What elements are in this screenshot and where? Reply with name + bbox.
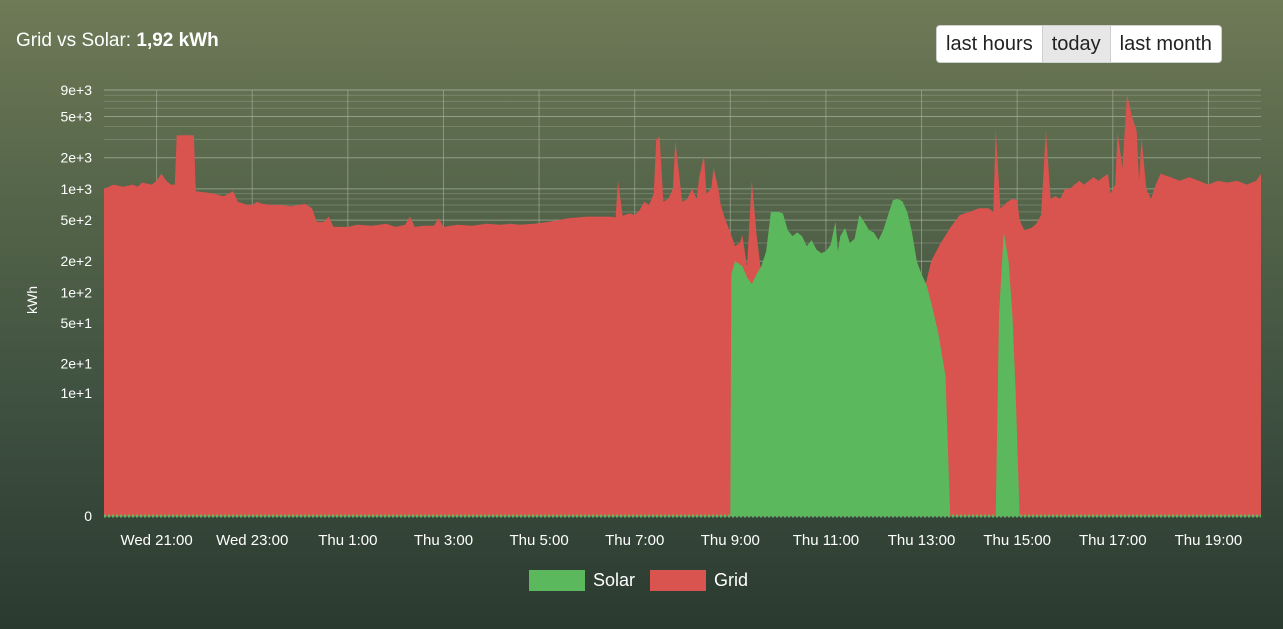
y-tick-label: 5e+2 <box>60 212 92 228</box>
chart-title-value: 1,92 kWh <box>136 30 219 51</box>
y-axis-ticks: 0 1e+1 2e+1 5e+1 1e+2 2e+2 5e+2 1e+3 2e+3 5e+3 9e+… <box>60 82 92 524</box>
x-tick-label: Thu 3:00 <box>414 532 473 549</box>
y-tick-label: 0 <box>84 508 92 524</box>
legend-swatch-grid <box>650 570 706 591</box>
x-tick-label: Wed 21:00 <box>120 532 192 549</box>
x-tick-label: Thu 19:00 <box>1175 532 1243 549</box>
x-tick-label: Thu 7:00 <box>605 532 664 549</box>
y-tick-label: 1e+3 <box>60 181 92 197</box>
time-range-selector: last hours today last month <box>936 25 1222 63</box>
y-tick-label: 9e+3 <box>60 82 92 98</box>
chart-legend: Solar Grid <box>529 570 748 591</box>
y-tick-label: 5e+1 <box>60 315 92 331</box>
x-tick-label: Thu 11:00 <box>793 532 859 549</box>
x-tick-label: Thu 1:00 <box>318 532 377 549</box>
grid-area <box>104 94 1261 516</box>
chart-title: Grid vs Solar: 1,92 kWh <box>16 30 219 52</box>
legend-label-solar[interactable]: Solar <box>593 570 635 590</box>
y-tick-label: 1e+1 <box>60 385 92 401</box>
x-tick-label: Wed 23:00 <box>216 532 288 549</box>
chart-title-prefix: Grid vs Solar: <box>16 30 132 51</box>
y-tick-label: 1e+2 <box>60 284 92 300</box>
y-tick-label: 2e+1 <box>60 356 92 372</box>
legend-label-grid[interactable]: Grid <box>714 570 748 590</box>
y-tick-label: 2e+2 <box>60 253 92 269</box>
x-tick-label: Thu 17:00 <box>1079 532 1147 549</box>
last-month-button[interactable]: last month <box>1109 26 1221 62</box>
legend-swatch-solar <box>529 570 585 591</box>
chart-areas <box>104 94 1261 518</box>
x-axis-ticks: Wed 21:00 Wed 23:00 Thu 1:00 Thu 3:00 Thu 5:… <box>120 532 1242 549</box>
y-axis-label: kWh <box>24 286 40 314</box>
solar-area <box>730 198 1020 516</box>
last-hours-button[interactable]: last hours <box>937 26 1042 62</box>
x-tick-label: Thu 13:00 <box>888 532 956 549</box>
y-tick-label: 5e+3 <box>60 108 92 124</box>
x-tick-label: Thu 5:00 <box>509 532 568 549</box>
y-tick-label: 2e+3 <box>60 150 92 166</box>
today-button[interactable]: today <box>1041 26 1110 62</box>
x-tick-label: Thu 9:00 <box>701 532 760 549</box>
x-tick-label: Thu 15:00 <box>983 532 1051 549</box>
